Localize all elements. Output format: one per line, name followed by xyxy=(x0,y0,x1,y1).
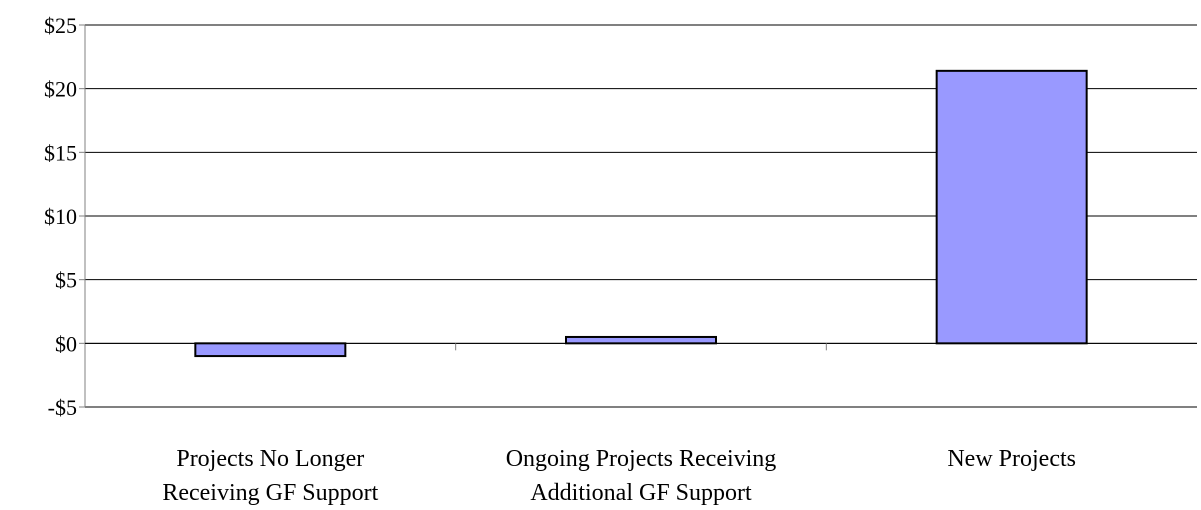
y-tick-label: $10 xyxy=(44,204,77,229)
axes xyxy=(84,25,1197,407)
x-category-label: New Projects xyxy=(947,446,1076,472)
bar xyxy=(194,342,347,358)
y-tick-label: $20 xyxy=(44,77,77,102)
y-axis-tick-labels: $25 $20 $15 $10 $5 $0 -$5 xyxy=(44,13,77,420)
y-tick-label: $0 xyxy=(55,331,77,356)
y-tick-label: -$5 xyxy=(48,395,77,420)
bar xyxy=(935,69,1088,345)
x-axis-category-labels: Projects No Longer Receiving GF Support On… xyxy=(162,446,1076,506)
y-tick-label: $5 xyxy=(55,268,77,293)
bars xyxy=(194,69,1088,358)
bar xyxy=(565,335,717,345)
x-category-label: Ongoing Projects Receiving Additional GF … xyxy=(506,446,777,506)
y-tick-label: $25 xyxy=(44,13,77,38)
y-tick-label: $15 xyxy=(44,140,77,165)
x-category-label: Projects No Longer Receiving GF Support xyxy=(162,446,378,506)
